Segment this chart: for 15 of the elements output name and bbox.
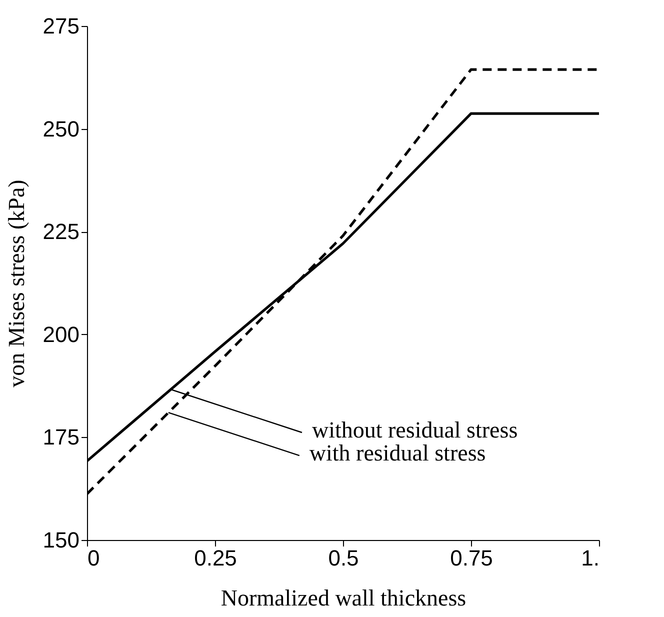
annotation: with residual stress	[309, 440, 486, 466]
annotation: without residual stress	[312, 418, 518, 442]
x-tick-label: 1.	[581, 546, 600, 570]
y-tick-label: 225	[42, 219, 80, 244]
y-axis-title: von Mises stress (kPa)	[4, 180, 29, 388]
y-tick-label: 250	[42, 116, 80, 142]
x-tick-label: 0.75	[450, 546, 493, 570]
x-axis-title: Normalized wall thickness	[220, 586, 466, 610]
y-tick-label: 150	[42, 528, 80, 552]
y-tick-label: 175	[42, 424, 80, 450]
y-tick-label: 200	[42, 322, 80, 347]
y-tick-label: 275	[42, 14, 80, 38]
x-tick-label: 0.5	[328, 546, 359, 570]
x-tick-label: 0.25	[194, 546, 237, 570]
x-tick-label: 0	[88, 546, 100, 570]
